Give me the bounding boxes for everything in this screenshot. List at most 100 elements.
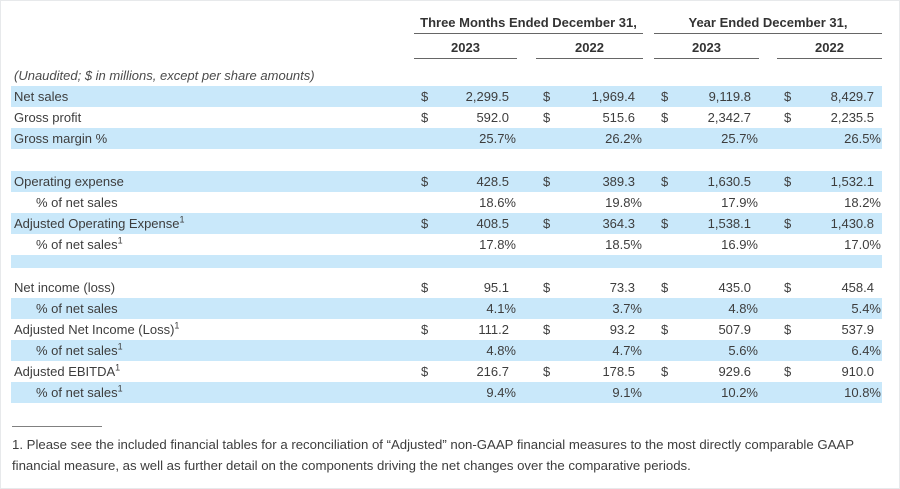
cell-value: 6.4% <box>851 343 881 358</box>
value-cell: $216.7 <box>414 364 517 379</box>
cell-value: 17.8% <box>479 237 516 252</box>
dollar-sign: $ <box>784 216 792 231</box>
value-cell: $910.0 <box>777 364 882 379</box>
value-cell: $389.3 <box>536 174 643 189</box>
cell-value: 8,429.7 <box>830 89 874 104</box>
cell-value: 1,532.1 <box>830 174 874 189</box>
dollar-sign: $ <box>543 89 551 104</box>
cell-value: 26.2% <box>605 131 642 146</box>
value-cell: $95.1 <box>414 280 517 295</box>
value-cell: 18.5% <box>536 237 643 252</box>
footnote-text: 1. Please see the included financial tab… <box>12 437 854 473</box>
footnote-marker: 1 <box>117 235 123 246</box>
cell-value: 4.7% <box>612 343 642 358</box>
row-label: Adjusted EBITDA1 <box>14 362 121 379</box>
cell-value: 17.0% <box>844 237 881 252</box>
dollar-sign: $ <box>784 110 792 125</box>
table-body: Net sales $2,299.5 $1,969.4 $9,119.8 $8,429.… <box>11 86 882 403</box>
value-cell: $1,430.8 <box>777 216 882 231</box>
cell-value: 428.5 <box>476 174 509 189</box>
cell-value: 9.4% <box>486 385 516 400</box>
value-cell: 25.7% <box>414 131 517 146</box>
value-cell: 9.1% <box>536 385 643 400</box>
cell-value: 9.1% <box>612 385 642 400</box>
dollar-sign: $ <box>784 322 792 337</box>
cell-value: 4.8% <box>728 301 758 316</box>
value-cell: 5.4% <box>777 301 882 316</box>
dollar-sign: $ <box>421 110 429 125</box>
dollar-sign: $ <box>421 89 429 104</box>
table-row: Net income (loss) $95.1 $73.3 $435.0 $458.4 <box>11 277 882 298</box>
dollar-sign: $ <box>543 322 551 337</box>
table-row: % of net sales1 17.8% 18.5% 16.9% 17.0% <box>11 234 882 255</box>
cell-value: 95.1 <box>483 280 509 295</box>
dollar-sign: $ <box>661 280 669 295</box>
footnote-marker: 1 <box>117 383 123 394</box>
value-cell: $515.6 <box>536 110 643 125</box>
cell-value: 9,119.8 <box>708 89 751 104</box>
cell-value: 1,969.4 <box>591 89 635 104</box>
cell-value: 408.5 <box>476 216 509 231</box>
footnote-marker: 1 <box>174 320 180 331</box>
row-label: % of net sales1 <box>36 383 123 400</box>
cell-value: 515.6 <box>602 110 635 125</box>
dollar-sign: $ <box>661 110 669 125</box>
value-cell: $93.2 <box>536 322 643 337</box>
cell-value: 389.3 <box>602 174 635 189</box>
dollar-sign: $ <box>661 364 669 379</box>
dollar-sign: $ <box>421 322 429 337</box>
dollar-sign: $ <box>661 322 669 337</box>
unaudited-note-row: (Unaudited; $ in millions, except per sh… <box>11 64 882 86</box>
dollar-sign: $ <box>784 89 792 104</box>
cell-value: 25.7% <box>479 131 516 146</box>
table-row: % of net sales1 9.4% 9.1% 10.2% 10.8% <box>11 382 882 403</box>
cell-value: 4.1% <box>486 301 516 316</box>
cell-value: 73.3 <box>609 280 635 295</box>
year-header-3m-2023: 2023 <box>414 38 517 59</box>
group-header-three-months: Three Months Ended December 31, <box>414 15 643 34</box>
value-cell: $9,119.8 <box>654 89 759 104</box>
table-row: % of net sales1 4.8% 4.7% 5.6% 6.4% <box>11 340 882 361</box>
cell-value: 216.7 <box>476 364 509 379</box>
column-group-header-row: Three Months Ended December 31, Year End… <box>11 15 882 34</box>
cell-value: 507.9 <box>718 322 751 337</box>
cell-value: 10.8% <box>844 385 881 400</box>
dollar-sign: $ <box>421 216 429 231</box>
cell-value: 26.5% <box>844 131 881 146</box>
cell-value: 5.6% <box>728 343 758 358</box>
cell-value: 592.0 <box>476 110 509 125</box>
row-label: % of net sales1 <box>36 341 123 358</box>
table-row: Adjusted Net Income (Loss)1 $111.2 $93.2 $5… <box>11 319 882 340</box>
spacer-row <box>11 255 882 268</box>
cell-value: 25.7% <box>721 131 758 146</box>
row-label: Gross margin % <box>14 131 108 146</box>
table-row: Operating expense $428.5 $389.3 $1,630.5 $1,… <box>11 171 882 192</box>
cell-value: 19.8% <box>605 195 642 210</box>
value-cell: 4.8% <box>414 343 517 358</box>
value-cell: 10.2% <box>654 385 759 400</box>
value-cell: $592.0 <box>414 110 517 125</box>
value-cell: 25.7% <box>654 131 759 146</box>
dollar-sign: $ <box>543 110 551 125</box>
cell-value: 16.9% <box>721 237 758 252</box>
footnote-section: 1. Please see the included financial tab… <box>11 426 882 476</box>
spacer-row <box>11 149 882 171</box>
cell-value: 929.6 <box>718 364 751 379</box>
value-cell: 17.9% <box>654 195 759 210</box>
cell-value: 4.8% <box>486 343 516 358</box>
value-cell: 4.8% <box>654 301 759 316</box>
dollar-sign: $ <box>543 174 551 189</box>
value-cell: 3.7% <box>536 301 643 316</box>
row-label: % of net sales <box>36 195 118 210</box>
cell-value: 178.5 <box>602 364 635 379</box>
cell-value: 2,235.5 <box>830 110 874 125</box>
dollar-sign: $ <box>421 364 429 379</box>
dollar-sign: $ <box>784 280 792 295</box>
cell-value: 435.0 <box>718 280 751 295</box>
table-row: Adjusted Operating Expense1 $408.5 $364.3 $… <box>11 213 882 234</box>
year-header-fy-2022: 2022 <box>777 38 882 59</box>
cell-value: 1,430.8 <box>830 216 874 231</box>
dollar-sign: $ <box>784 364 792 379</box>
value-cell: $507.9 <box>654 322 759 337</box>
cell-value: 1,630.5 <box>707 174 751 189</box>
